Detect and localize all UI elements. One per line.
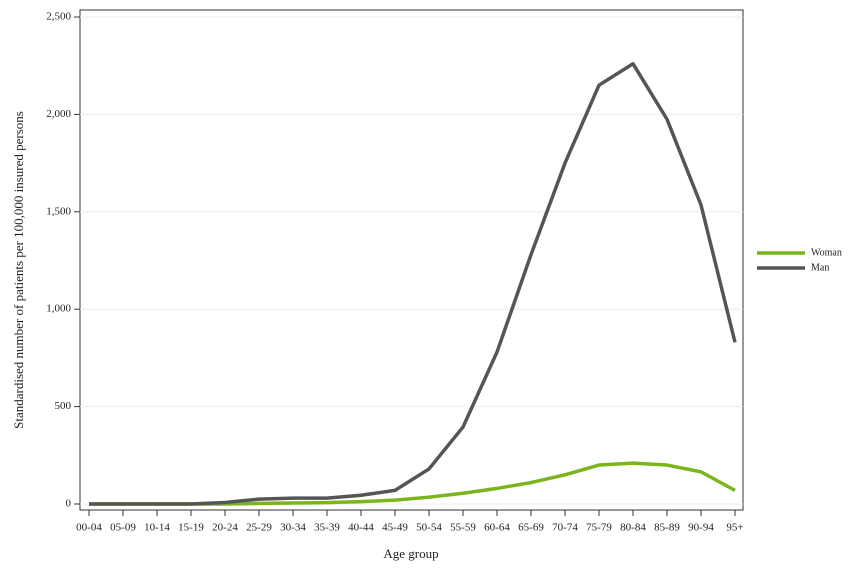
x-tick-label: 05-09 <box>110 522 136 534</box>
y-tick-label: 1,000 <box>46 303 71 315</box>
x-tick-label: 40-44 <box>348 522 374 534</box>
series-line <box>89 461 736 506</box>
x-tick-label: 15-19 <box>178 522 204 534</box>
series-line <box>89 62 737 506</box>
y-tick-label: 500 <box>55 400 72 412</box>
y-tick-label: 1,500 <box>46 205 71 217</box>
x-tick-label: 70-74 <box>552 522 578 534</box>
x-tick-label: 50-54 <box>416 522 442 534</box>
legend-label: Man <box>811 262 829 273</box>
x-tick-label: 75-79 <box>586 522 612 534</box>
x-tick-label: 10-14 <box>144 522 170 534</box>
x-tick-label: 30-34 <box>280 522 306 534</box>
y-axis-label: Standardised number of patients per 100,… <box>11 111 26 429</box>
x-tick-label: 45-49 <box>382 522 408 534</box>
x-tick-label: 85-89 <box>654 522 680 534</box>
x-tick-label: 25-29 <box>246 522 272 534</box>
x-tick-label: 90-94 <box>688 522 714 534</box>
x-tick-label: 60-64 <box>484 522 510 534</box>
legend-label: Woman <box>811 247 842 258</box>
x-tick-label: 65-69 <box>518 522 544 534</box>
x-tick-label: 00-04 <box>76 522 102 534</box>
x-tick-label: 55-59 <box>450 522 476 534</box>
y-tick-label: 0 <box>66 498 72 510</box>
x-axis-label: Age group <box>383 546 438 561</box>
x-tick-label: 95+ <box>726 522 743 534</box>
plot-frame <box>79 9 744 511</box>
x-tick-label: 80-84 <box>620 522 646 534</box>
x-tick-label: 35-39 <box>314 522 340 534</box>
y-tick-label: 2,500 <box>46 11 71 23</box>
y-tick-label: 2,000 <box>46 108 71 120</box>
x-tick-label: 20-24 <box>212 522 238 534</box>
